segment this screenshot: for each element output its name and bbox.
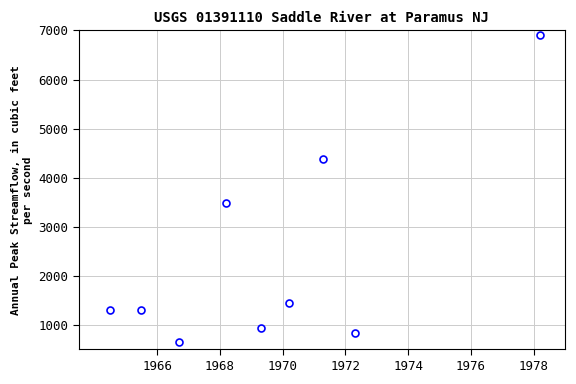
Y-axis label: Annual Peak Streamflow, in cubic feet
per second: Annual Peak Streamflow, in cubic feet pe…	[11, 65, 33, 315]
Title: USGS 01391110 Saddle River at Paramus NJ: USGS 01391110 Saddle River at Paramus NJ	[154, 11, 489, 25]
